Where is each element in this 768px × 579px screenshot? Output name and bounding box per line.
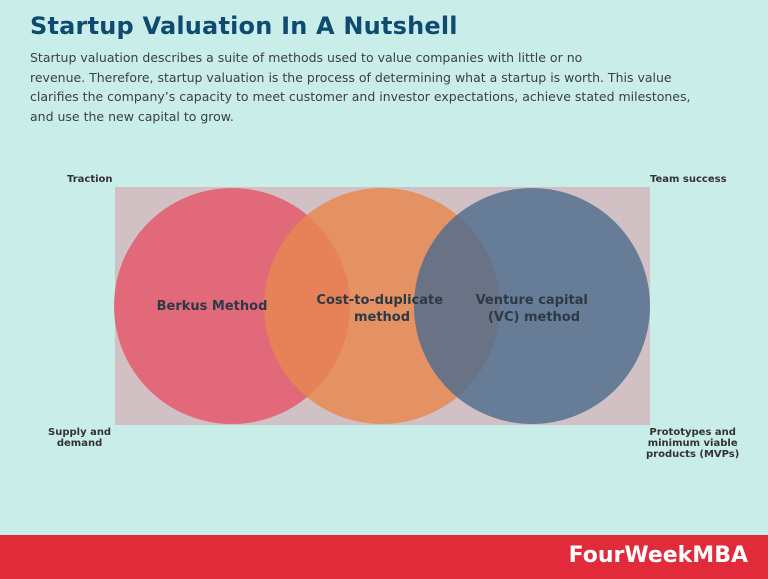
corner-line: Supply and: [48, 427, 112, 438]
corner-line: products (MVPs): [646, 449, 740, 460]
label-venture-capital: Venture capital (VC) method: [476, 293, 593, 325]
description-line: Startup valuation describes a suite of m…: [30, 50, 583, 65]
label-line: Berkus Method: [157, 299, 268, 314]
label-line: method: [354, 310, 410, 325]
label-line: Venture capital: [476, 293, 588, 308]
label-line: (VC) method: [488, 310, 580, 325]
corner-label-prototypes-mvps: Prototypes and minimum viable products (…: [646, 427, 739, 460]
brand-logo-text: FourWeekMBA: [568, 543, 748, 568]
circle-venture-capital: [414, 188, 650, 424]
corner-line: demand: [56, 438, 103, 449]
label-berkus-method: Berkus Method: [157, 299, 268, 314]
description: Startup valuation describes a suite of m…: [30, 48, 730, 126]
page-title: Startup Valuation In A Nutshell: [30, 12, 458, 40]
label-line: Cost-to-duplicate: [316, 293, 443, 308]
venn-diagram: Berkus Method Cost-to-duplicate method V…: [114, 187, 650, 425]
description-line: and use the new capital to grow.: [30, 108, 234, 124]
label-cost-to-duplicate: Cost-to-duplicate method: [316, 293, 447, 325]
corner-line: minimum viable: [647, 438, 738, 449]
corner-label-traction: Traction: [67, 174, 113, 185]
corner-label-team-success: Team success: [650, 174, 727, 185]
description-line: revenue. Therefore, startup valuation is…: [30, 69, 672, 85]
corner-line: Prototypes and: [649, 427, 736, 438]
corner-label-supply-demand: Supply and demand: [48, 427, 111, 449]
description-line: clarifies the company’s capacity to meet…: [30, 89, 691, 104]
footer-bar: FourWeekMBA: [0, 535, 768, 579]
